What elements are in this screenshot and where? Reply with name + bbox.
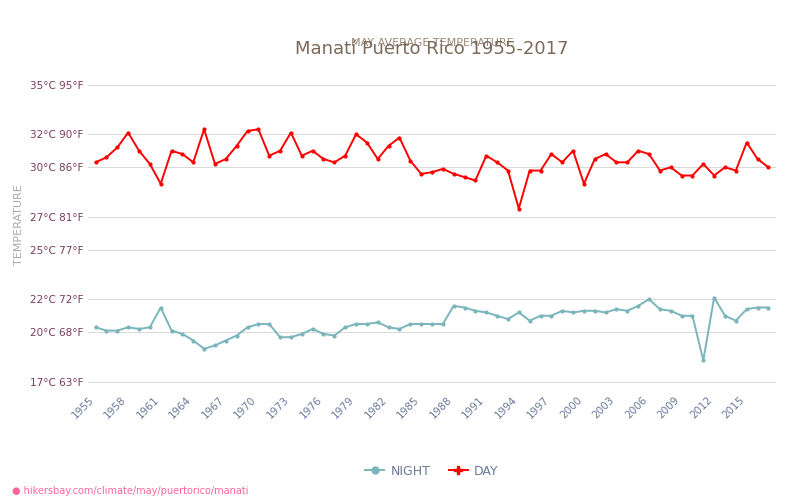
Legend: NIGHT, DAY: NIGHT, DAY — [361, 460, 503, 483]
Title: Manatí Puerto Rico 1955-2017: Manatí Puerto Rico 1955-2017 — [295, 40, 569, 58]
Text: MAY AVERAGE TEMPERATURE: MAY AVERAGE TEMPERATURE — [350, 38, 514, 48]
Y-axis label: TEMPERATURE: TEMPERATURE — [14, 184, 24, 266]
Text: ● hikersbay.com/climate/may/puertorico/manati: ● hikersbay.com/climate/may/puertorico/m… — [12, 486, 249, 496]
